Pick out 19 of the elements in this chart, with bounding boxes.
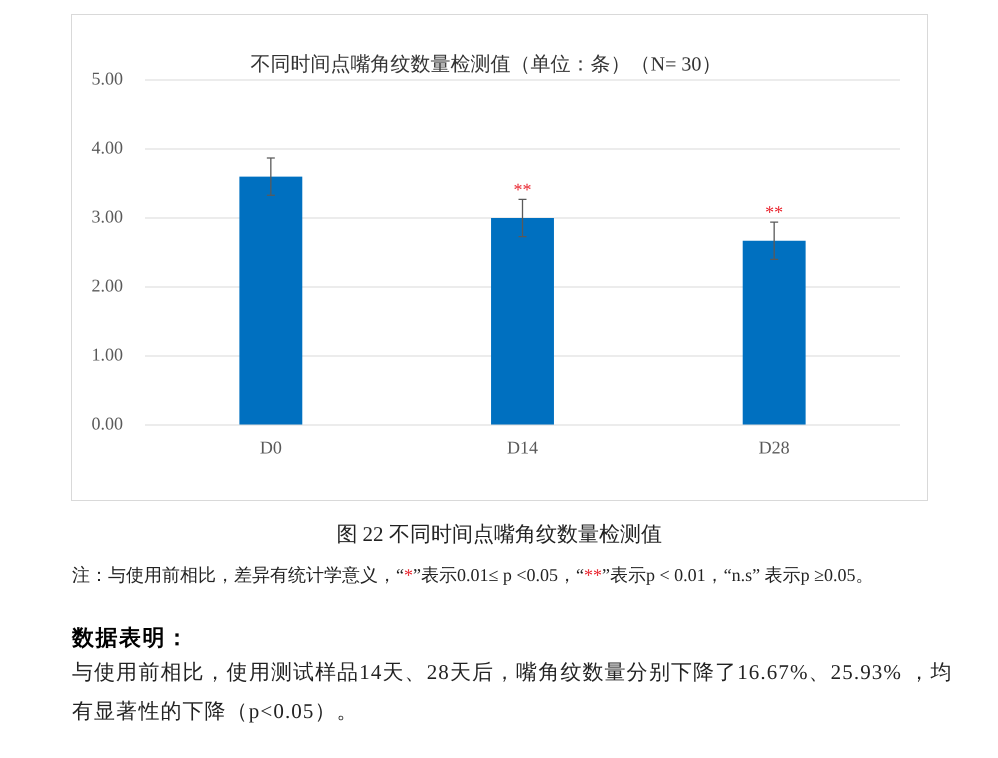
bar <box>491 218 554 424</box>
chart-title: 不同时间点嘴角纹数量检测值（单位：条）（N= 30） <box>250 53 722 76</box>
annotation: ** <box>765 202 784 222</box>
y-tick-label: 0.00 <box>92 414 123 434</box>
bar <box>239 176 302 424</box>
x-tick-label: D14 <box>507 438 538 458</box>
x-tick-label: D0 <box>260 438 282 458</box>
y-tick-label: 1.00 <box>92 344 123 365</box>
bar <box>742 240 806 424</box>
x-tick-label: D28 <box>758 438 790 458</box>
y-tick-label: 3.00 <box>92 206 123 227</box>
caption: 图 22 不同时间点嘴角纹数量检测值 <box>335 521 663 548</box>
annotation: ** <box>514 179 532 200</box>
text: 注：与使用前相比，差异有统计学意义，“*”表示0.01≤ p <0.05，“**”表示p < 0.01，“n.s” 表示p ≥0.05。 <box>72 565 874 585</box>
text: 与使用前相比，使用测试样品14天、28天后，嘴角纹数量分别下降了16.67%、25.93% ，均有显著性的下降（p<0.05）。 <box>72 659 954 725</box>
y-tick-label: 2.00 <box>92 276 123 296</box>
text: 数据表明： <box>72 625 190 651</box>
y-tick-label: 5.00 <box>92 68 123 89</box>
y-tick-label: 4.00 <box>92 138 123 158</box>
